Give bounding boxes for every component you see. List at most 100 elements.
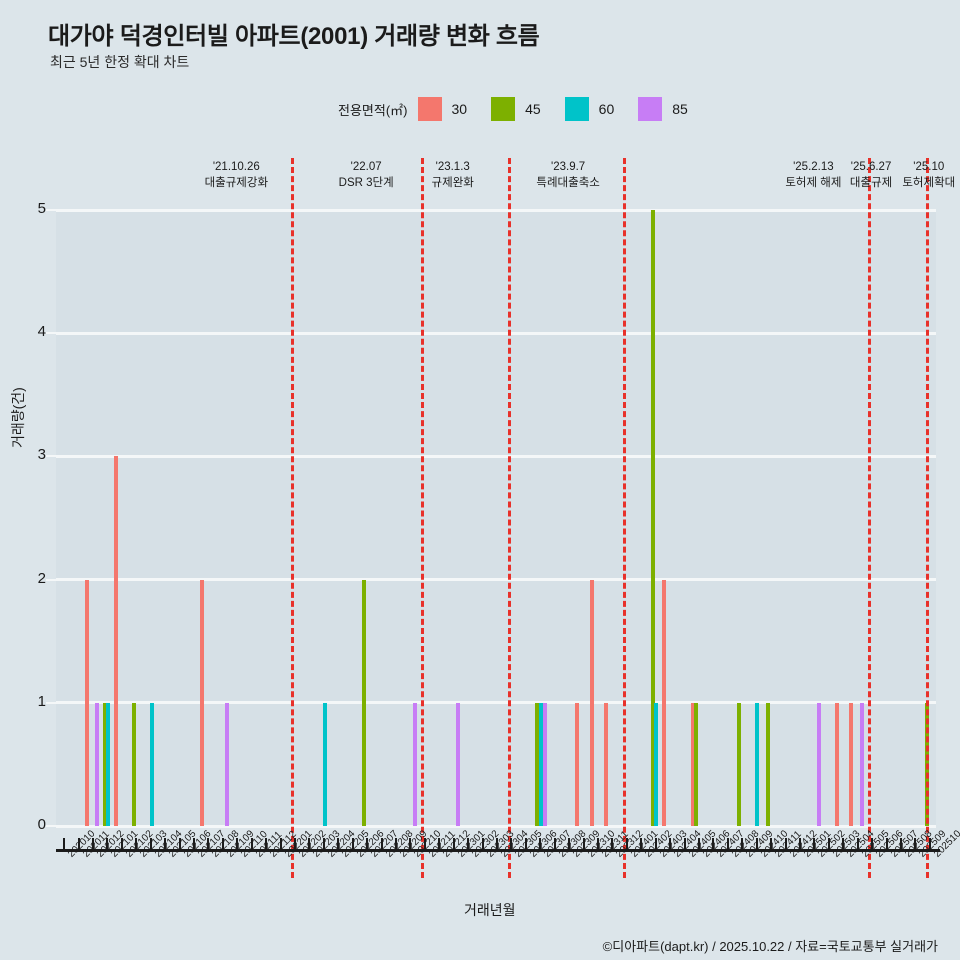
legend-swatch-30 [417,97,442,121]
annotation-text: 토허제확대 [902,177,956,189]
bar-202307-45[interactable] [535,702,540,826]
x-axis-tick [409,838,412,850]
x-axis-tick [596,838,599,850]
annotation-text: 토허제 해제 [785,177,842,189]
legend-label-60: 60 [598,101,615,117]
y-axis-tick [46,332,56,335]
gridline [56,331,936,335]
x-axis-tick [524,838,527,850]
bar-202310-30[interactable] [575,702,580,826]
y-axis-label: 5 [37,200,46,217]
event-line-202301 [507,158,514,878]
x-axis-tick [928,838,931,850]
annotation-text: 특례대출축소 [536,177,600,189]
legend-label-30: 30 [451,101,468,117]
x-axis-tick [366,838,369,850]
x-axis-tick [351,838,354,850]
x-axis-tick [92,838,95,850]
y-axis-label: 1 [37,692,46,710]
bar-202312-30[interactable] [604,702,608,826]
legend-item-45[interactable]: 45 [491,97,559,121]
legend-item-60[interactable]: 60 [564,97,633,121]
annotation-202110: '21.10.26 대출규제강화 [176,160,296,191]
page-title: 대가야 덕경인터빌 아파트(2001) 거래량 변화 흐름 [48,23,540,50]
x-axis-tick [294,838,297,850]
x-axis-tick [856,838,859,850]
x-axis-tick [496,838,498,850]
x-axis-tick [221,838,224,850]
x-axis-tick [553,838,556,850]
y-axis-label: 2 [37,569,46,587]
x-axis-tick [135,838,138,850]
plot-area: 0 1 2 3 4 5 [38,158,936,878]
x-axis-tick [885,838,888,850]
x-axis-tick [193,838,196,850]
bar-202101-60[interactable] [106,702,111,826]
bar-202301-85[interactable] [456,702,461,826]
bar-202012-85[interactable] [95,702,100,826]
annotation-text: 규제완화 [431,177,474,189]
bar-202409-45[interactable] [737,702,742,826]
bar-202210-85[interactable] [412,702,417,826]
x-axis-tick [380,838,383,850]
bar-202410-60[interactable] [755,702,760,826]
x-axis-tick [654,838,657,850]
bar-202403-45[interactable] [650,210,655,826]
annotation-date: '23.9.7 [551,161,586,173]
bar-202207-45[interactable] [362,579,367,826]
bar-202102-30[interactable] [113,456,118,826]
annotation-202301: '23.1.3 규제완화 [393,160,513,191]
bar-202404-30[interactable] [661,579,666,826]
annotation-202502: '25.2.13 토허제 해제 [753,160,873,191]
event-line-202309 [623,158,629,878]
x-axis-tick [669,838,672,850]
x-axis-tick [914,838,917,850]
chart-legend: 전용면적(㎡) 30 45 60 85 [338,97,712,121]
bar-202502-85[interactable] [816,702,821,826]
x-axis-tick [697,838,700,850]
y-axis-tick [46,578,56,581]
bar-202406-30[interactable] [690,702,695,826]
bar-202307-60[interactable] [539,702,544,826]
x-axis-tick [265,838,268,850]
x-axis-tick [236,838,239,850]
bar-202411-45[interactable] [766,702,771,826]
bar-202101-45[interactable] [102,702,107,826]
gridline [56,208,936,212]
bar-202108-30[interactable] [200,579,205,826]
bar-202406-45[interactable] [694,702,699,826]
bar-202505-85[interactable] [860,702,865,826]
x-axis-tick [207,838,210,850]
x-axis-tick [582,838,585,850]
x-axis-tick [467,838,470,850]
bar-202103-45[interactable] [131,702,136,826]
event-line-202207 [421,158,427,878]
annotation-202309: '23.9.7 특례대출축소 [508,160,628,191]
bar-202104-60[interactable] [149,702,154,826]
x-axis-tick [250,838,253,850]
bar-202403-60[interactable] [654,702,659,826]
bar-202504-30[interactable] [834,702,839,826]
bar-202307-85[interactable] [542,702,547,826]
x-axis-tick [395,838,398,850]
x-axis-tick [510,838,513,850]
gridline [56,824,936,828]
x-axis-tick [770,838,773,850]
y-axis-tick [46,825,56,827]
bar-202204-60[interactable] [322,702,327,826]
bar-202012-30[interactable] [84,579,89,826]
x-axis-tick [827,838,830,850]
y-axis-tick [46,209,56,211]
x-axis-tick [438,838,441,850]
gridline [56,578,936,582]
x-axis-tick [63,838,66,850]
event-line-202110 [291,158,297,878]
legend-item-30[interactable]: 30 [417,97,486,121]
bar-202311-30[interactable] [589,579,594,826]
bar-202505-30[interactable] [849,702,854,826]
legend-item-85[interactable]: 85 [638,97,706,121]
bar-202109-85[interactable] [225,702,230,826]
gridline [56,701,936,705]
annotation-202510: '25.10 토허제확대 [869,160,960,191]
event-line-202502 [868,158,874,878]
